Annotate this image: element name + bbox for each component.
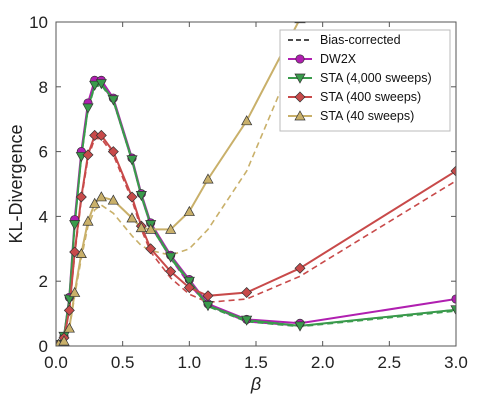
data-point [89,197,101,208]
data-point [294,321,306,332]
legend-marker [294,110,306,121]
data-point [241,315,253,326]
data-point [82,103,94,114]
series-line [57,134,456,346]
data-point [107,194,119,205]
data-point [202,290,214,302]
legend-label: DW2X [320,52,357,66]
legend-box [279,29,451,132]
data-point [294,262,306,274]
data-point [89,80,101,91]
data-point [202,301,214,312]
data-point [135,222,147,233]
data-point [202,173,214,184]
data-point [183,205,195,216]
data-point [126,155,138,166]
data-point [126,191,138,203]
data-point [450,165,456,177]
data-point [183,282,195,294]
plot-layer [56,22,456,346]
data-point [82,215,94,226]
x-axis-label: β [250,374,261,394]
legend-label: STA (400 sweeps) [320,90,421,104]
legend-label: STA (4,000 sweeps) [320,71,432,85]
data-point [450,305,456,316]
y-tick-label: 4 [39,207,48,226]
x-tick-label: 2.0 [311,353,335,372]
data-point [165,223,177,234]
y-axis-label: KL-Divergence [6,124,26,243]
data-point [69,220,81,231]
data-point [165,252,177,263]
data-point [63,304,75,316]
x-tick-label: 0.0 [44,353,68,372]
data-point [82,149,94,161]
ticks-layer: 0.0 0.5 1.0 1.5 2.0 2.5 3.0 0 2 4 6 8 10 [29,13,468,372]
data-point [63,294,75,305]
data-point [95,79,107,90]
data-point [75,191,87,203]
data-point [241,287,253,299]
x-tick-label: 3.0 [444,353,468,372]
x-tick-label: 1.5 [244,353,268,372]
data-point [183,276,195,287]
x-tick-label: 0.5 [111,353,135,372]
y-tick-label: 6 [39,143,48,162]
series-line [57,82,456,345]
data-point [107,146,119,158]
y-tick-label: 2 [39,272,48,291]
data-point [95,129,107,141]
legend-marker [295,54,305,64]
data-point [294,22,306,24]
data-point [135,190,147,202]
legend: Bias-corrected DW2X STA (4,000 sweeps) STA … [279,29,451,132]
y-tick-label: 0 [39,337,48,356]
data-point [126,212,138,223]
data-point [107,95,119,106]
data-point [75,247,87,259]
legend-marker [294,91,306,103]
data-point [145,223,157,234]
data-point [69,246,81,258]
bias-corrected-line [58,84,456,345]
y-tick-label: 10 [29,13,48,32]
data-point [69,286,81,297]
x-tick-label: 2.5 [378,353,402,372]
series-area [56,22,456,346]
series-line [58,22,300,346]
data-point [165,265,177,277]
y-tick-label: 8 [39,78,48,97]
legend-label: STA (40 sweeps) [320,109,414,123]
data-point [95,191,107,202]
data-point [241,115,253,126]
data-point [63,322,75,333]
legend-bias-label: Bias-corrected [320,33,401,47]
x-tick-label: 1.0 [178,353,202,372]
data-point [58,335,70,346]
data-point [145,243,157,255]
legend-marker [294,73,306,84]
bias-corrected-line [58,137,456,345]
